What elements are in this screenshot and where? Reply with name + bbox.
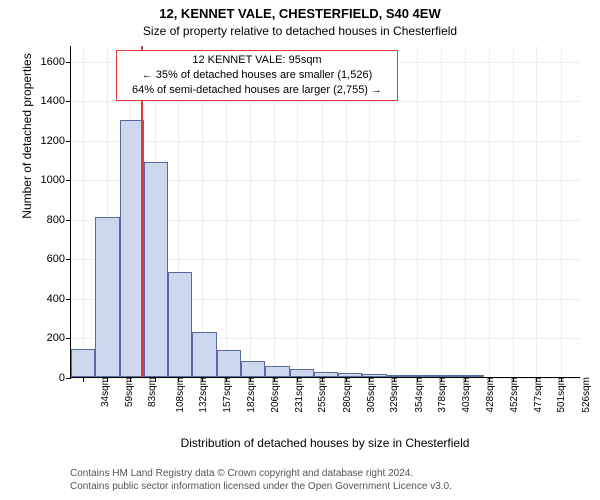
xtick-label: 501sqm bbox=[550, 377, 567, 413]
gridline-v bbox=[465, 46, 466, 377]
xtick-label: 403sqm bbox=[455, 377, 472, 413]
histogram-bar bbox=[95, 217, 119, 377]
xtick-label: 157sqm bbox=[216, 377, 233, 413]
xtick-label: 526sqm bbox=[574, 377, 591, 413]
title-subject: Size of property relative to detached ho… bbox=[0, 24, 600, 38]
gridline-v bbox=[83, 46, 84, 377]
histogram-bar bbox=[338, 373, 362, 377]
xtick-label: 206sqm bbox=[264, 377, 281, 413]
xtick-label: 354sqm bbox=[407, 377, 424, 413]
xtick-label: 452sqm bbox=[502, 377, 519, 413]
histogram-bar bbox=[435, 375, 459, 377]
xtick-mark bbox=[155, 377, 156, 382]
xtick-mark bbox=[417, 377, 418, 382]
histogram-bar bbox=[241, 361, 265, 377]
xtick-mark bbox=[202, 377, 203, 382]
histogram-bar bbox=[71, 349, 95, 377]
xtick-mark bbox=[489, 377, 490, 382]
histogram-bar bbox=[411, 375, 435, 377]
histogram-bar bbox=[217, 350, 241, 377]
xtick-label: 132sqm bbox=[192, 377, 209, 413]
xtick-label: 59sqm bbox=[118, 377, 135, 407]
ytick-label: 600 bbox=[47, 253, 71, 265]
xtick-mark bbox=[536, 377, 537, 382]
xtick-label: 477sqm bbox=[527, 377, 544, 413]
ytick-label: 1000 bbox=[41, 174, 71, 186]
histogram-bar bbox=[460, 375, 484, 377]
xtick-mark bbox=[465, 377, 466, 382]
histogram-bar bbox=[192, 332, 216, 377]
xtick-mark bbox=[297, 377, 298, 382]
histogram-bar bbox=[290, 369, 314, 377]
histogram-bar bbox=[314, 372, 338, 377]
gridline-v bbox=[417, 46, 418, 377]
annotation-line: 12 KENNET VALE: 95sqm bbox=[123, 53, 391, 68]
xtick-mark bbox=[250, 377, 251, 382]
gridline-h bbox=[71, 141, 580, 142]
xtick-mark bbox=[226, 377, 227, 382]
xtick-mark bbox=[178, 377, 179, 382]
xtick-label: 378sqm bbox=[431, 377, 448, 413]
annotation-line: ← 35% of detached houses are smaller (1,… bbox=[123, 68, 391, 83]
attribution-line: Contains public sector information licen… bbox=[70, 481, 452, 494]
gridline-v bbox=[489, 46, 490, 377]
xtick-label: 231sqm bbox=[288, 377, 305, 413]
ytick-label: 1600 bbox=[41, 56, 71, 68]
xtick-mark bbox=[513, 377, 514, 382]
xtick-mark bbox=[346, 377, 347, 382]
gridline-v bbox=[561, 46, 562, 377]
attribution-text: Contains HM Land Registry data © Crown c… bbox=[70, 468, 452, 493]
xtick-mark bbox=[130, 377, 131, 382]
histogram-bar bbox=[144, 162, 168, 377]
ytick-label: 0 bbox=[59, 372, 71, 384]
gridline-h bbox=[71, 101, 580, 102]
ytick-label: 1200 bbox=[41, 135, 71, 147]
ytick-label: 200 bbox=[47, 332, 71, 344]
xtick-label: 329sqm bbox=[383, 377, 400, 413]
xtick-mark bbox=[561, 377, 562, 382]
xtick-mark bbox=[322, 377, 323, 382]
histogram-bar bbox=[265, 366, 289, 377]
ytick-label: 400 bbox=[47, 293, 71, 305]
xtick-label: 280sqm bbox=[335, 377, 352, 413]
xtick-mark bbox=[83, 377, 84, 382]
ytick-label: 1400 bbox=[41, 95, 71, 107]
xtick-label: 182sqm bbox=[240, 377, 257, 413]
x-axis-title: Distribution of detached houses by size … bbox=[70, 436, 580, 450]
title-address: 12, KENNET VALE, CHESTERFIELD, S40 4EW bbox=[0, 6, 600, 21]
gridline-v bbox=[513, 46, 514, 377]
xtick-label: 305sqm bbox=[360, 377, 377, 413]
xtick-mark bbox=[369, 377, 370, 382]
chart-container: 12, KENNET VALE, CHESTERFIELD, S40 4EW S… bbox=[0, 0, 600, 500]
xtick-label: 83sqm bbox=[141, 377, 158, 407]
gridline-v bbox=[441, 46, 442, 377]
xtick-mark bbox=[107, 377, 108, 382]
xtick-label: 255sqm bbox=[311, 377, 328, 413]
histogram-bar bbox=[362, 374, 386, 377]
xtick-mark bbox=[441, 377, 442, 382]
ytick-label: 800 bbox=[47, 214, 71, 226]
y-axis-title: Number of detached properties bbox=[20, 0, 34, 302]
histogram-bar bbox=[168, 272, 192, 377]
attribution-line: Contains HM Land Registry data © Crown c… bbox=[70, 468, 452, 481]
annotation-line: 64% of semi-detached houses are larger (… bbox=[123, 83, 391, 98]
xtick-label: 34sqm bbox=[94, 377, 111, 407]
gridline-v bbox=[536, 46, 537, 377]
xtick-label: 108sqm bbox=[168, 377, 185, 413]
annotation-box: 12 KENNET VALE: 95sqm← 35% of detached h… bbox=[116, 50, 398, 101]
histogram-bar bbox=[387, 375, 411, 377]
xtick-label: 428sqm bbox=[479, 377, 496, 413]
xtick-mark bbox=[274, 377, 275, 382]
xtick-mark bbox=[394, 377, 395, 382]
